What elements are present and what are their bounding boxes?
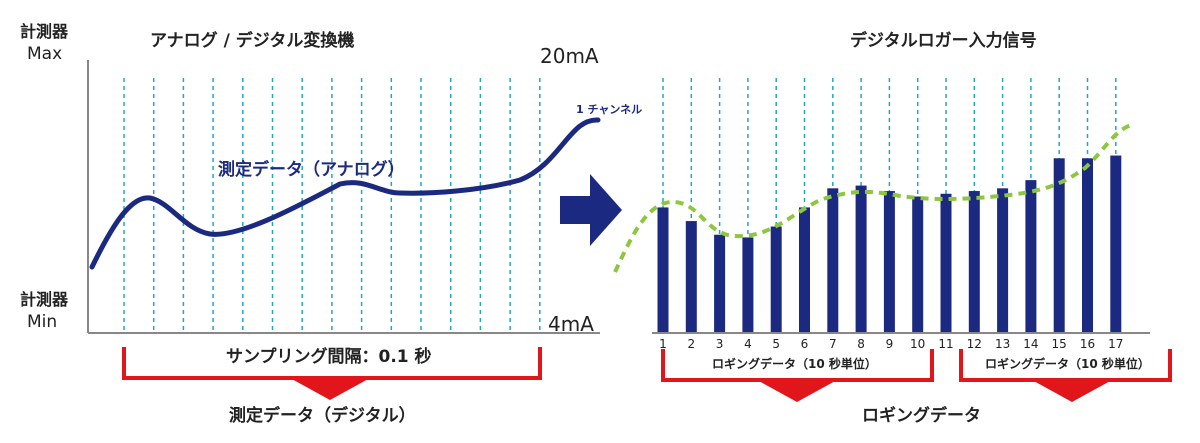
tick-label-10: 10	[910, 337, 925, 351]
bar-4	[742, 237, 754, 333]
bottom-value-label: 4mA	[548, 312, 594, 336]
logging-group-2-label: ロギングデータ（10 秒単位）	[985, 357, 1150, 371]
tick-label-15: 15	[1052, 337, 1067, 351]
tick-label-16: 16	[1080, 337, 1095, 351]
bar-12	[968, 191, 980, 333]
tick-label-1: 1	[659, 337, 667, 351]
bar-11	[940, 193, 952, 333]
tick-label-8: 8	[857, 337, 865, 351]
logging-group-1-label: ロギングデータ（10 秒単位）	[712, 357, 877, 371]
y-max-label-2: Max	[27, 44, 63, 64]
bar-2	[685, 221, 697, 333]
logger-tick-labels: 1 2 3 4 5 6 7 8 9 10 11 12 13 14 15 16 17	[659, 337, 1123, 351]
bar-1	[657, 207, 669, 333]
y-min-label-1: 計測器	[20, 290, 69, 309]
right-panel: 1 2 3 4 5 6 7 8 9 10 11 12 13 14 15 16 17	[613, 78, 1172, 402]
sampling-lines	[123, 78, 541, 333]
bar-14	[1025, 180, 1037, 333]
left-panel-title: アナログ / デジタル変換機	[150, 31, 355, 51]
bar-7	[827, 188, 839, 333]
bar-13	[997, 188, 1009, 333]
channel-label: 1 チャンネル	[576, 103, 643, 116]
tick-label-5: 5	[772, 337, 780, 351]
logger-bars	[657, 155, 1122, 333]
tick-label-17: 17	[1108, 337, 1123, 351]
y-max-label-1: 計測器	[20, 22, 69, 41]
logging-bracket-1-pointer	[757, 380, 837, 402]
top-value-label: 20mA	[540, 44, 599, 68]
tick-label-13: 13	[995, 337, 1010, 351]
tick-label-3: 3	[716, 337, 724, 351]
sampling-bracket-pointer	[290, 378, 370, 400]
left-panel	[87, 60, 601, 400]
tick-label-2: 2	[687, 337, 695, 351]
bar-10	[912, 196, 924, 333]
tick-label-4: 4	[744, 337, 752, 351]
analog-curve	[89, 117, 601, 270]
analog-curve-label: 測定データ（アナログ）	[218, 160, 405, 180]
tick-label-7: 7	[829, 337, 837, 351]
tick-label-12: 12	[967, 337, 982, 351]
logging-bracket-2-pointer	[1032, 380, 1112, 402]
tick-label-9: 9	[886, 337, 894, 351]
bar-15	[1053, 158, 1065, 333]
y-min-label-2: Min	[27, 312, 58, 332]
tick-label-14: 14	[1023, 337, 1038, 351]
sampling-bracket	[122, 347, 542, 400]
tick-label-11: 11	[938, 337, 953, 351]
bar-16	[1082, 158, 1093, 333]
bar-9	[883, 191, 895, 333]
digital-data-label: 測定データ（デジタル）	[229, 406, 416, 426]
right-panel-title: デジタルロガー入力信号	[850, 31, 1037, 51]
bar-6	[799, 207, 810, 333]
bar-8	[855, 185, 867, 333]
logging-data-label: ロギングデータ	[862, 406, 981, 426]
bar-17	[1110, 155, 1122, 333]
bar-3	[714, 234, 726, 333]
bar-5	[770, 226, 782, 333]
logger-sampling-lines	[662, 78, 1117, 333]
tick-label-6: 6	[801, 337, 809, 351]
conversion-arrow	[560, 174, 622, 246]
sampling-interval-label: サンプリング間隔：0.1 秒	[226, 347, 432, 367]
analog-trend-dashed	[613, 122, 1136, 273]
